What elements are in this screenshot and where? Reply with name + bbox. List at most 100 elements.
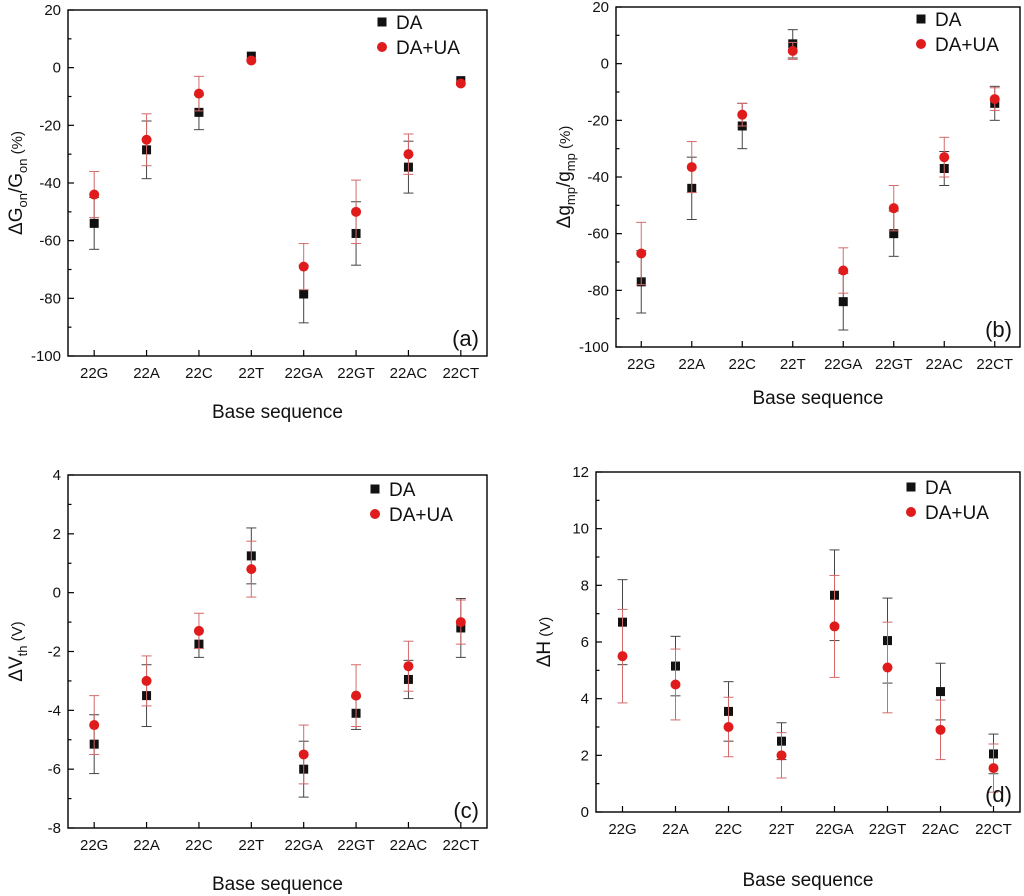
y-tick-label: 6 xyxy=(581,634,589,651)
y-tick-label: -20 xyxy=(587,112,609,129)
data-point xyxy=(351,206,362,217)
data-point xyxy=(787,45,798,56)
y-axis-title-sub1: mp xyxy=(563,187,578,205)
x-tick-label: 22C xyxy=(728,356,756,373)
data-point xyxy=(455,617,466,628)
y-tick-label: -60 xyxy=(39,233,61,250)
legend: DA DA+UA xyxy=(906,478,989,524)
y-axis-title: ΔGon/Gon (%) xyxy=(6,131,30,235)
data-point xyxy=(194,107,204,117)
data-point xyxy=(838,297,848,307)
y-tick-label: 2 xyxy=(53,526,61,543)
data-point xyxy=(193,625,204,636)
legend-label: DA+UA xyxy=(396,38,460,59)
y-tick-label: -40 xyxy=(587,169,609,186)
x-tick-label: 22GT xyxy=(337,837,375,854)
y-tick-label: 12 xyxy=(572,464,589,481)
y-tick-label: 0 xyxy=(53,585,61,602)
x-tick-label: 22AC xyxy=(922,821,960,838)
y-tick-label: -20 xyxy=(39,117,61,134)
data-point xyxy=(723,722,734,732)
y-axis-title-sub1: on xyxy=(15,193,30,207)
x-tick-label: 22A xyxy=(662,821,689,838)
series-da-ua xyxy=(89,55,466,291)
x-axis-title: Base sequence xyxy=(743,870,874,891)
series-da-ua xyxy=(89,540,466,785)
y-axis-title-delta: ΔH xyxy=(534,641,555,667)
x-tick-label: 22G xyxy=(80,837,108,854)
data-point xyxy=(89,720,100,731)
chart-panel-b: -100 -80 -60 -40 -20 0 20 22G 22A 22C 22T 22GA 22GT 2… xyxy=(554,0,1021,409)
y-tick-label: 8 xyxy=(581,577,589,594)
y-tick-label: 0 xyxy=(53,60,61,77)
y-tick-label: -100 xyxy=(579,339,609,356)
data-point xyxy=(939,152,950,163)
x-tick-label: 22AC xyxy=(390,837,428,854)
x-tick-label: 22GA xyxy=(285,837,323,854)
x-tick-label: 22GT xyxy=(875,356,913,373)
y-tick-label: 0 xyxy=(601,56,609,73)
legend-label: DA+UA xyxy=(935,35,999,56)
data-point xyxy=(829,621,840,632)
y-axis-title-delta: Δg xyxy=(554,205,575,228)
y-tick-label: -100 xyxy=(31,348,61,365)
data-point xyxy=(246,55,257,66)
legend-label: DA xyxy=(935,10,962,31)
x-tick-label: 22G xyxy=(627,356,655,373)
y-axis-title-unit: (V) xyxy=(9,621,26,645)
x-tick-label: 22GT xyxy=(337,365,375,382)
data-point xyxy=(888,203,899,214)
data-point xyxy=(298,749,309,760)
x-tick-label: 22GA xyxy=(815,821,853,838)
y-axis-title-sub2: on xyxy=(15,159,30,173)
x-tick-label: 22GA xyxy=(285,365,323,382)
legend: DA DA+UA xyxy=(377,13,460,59)
panel-label: (a) xyxy=(452,326,479,351)
y-tick-label: -4 xyxy=(48,702,61,719)
y-tick-label: -6 xyxy=(48,761,61,778)
data-point xyxy=(776,750,787,761)
y-axis-title-sub2: mp xyxy=(563,153,578,171)
x-tick-label: 22CT xyxy=(442,365,479,382)
x-tick-label: 22CT xyxy=(442,837,479,854)
data-point xyxy=(670,679,681,690)
data-point xyxy=(838,265,849,276)
series-da-ua xyxy=(636,41,1000,294)
y-axis-title-delta: ΔV xyxy=(6,656,27,682)
data-point xyxy=(936,687,945,697)
x-tick-label: 22C xyxy=(185,837,213,854)
data-point xyxy=(141,134,152,145)
x-tick-label: 22A xyxy=(678,356,705,373)
x-axis-title: Base sequence xyxy=(753,388,884,409)
data-point xyxy=(636,248,647,259)
legend-label: DA xyxy=(925,478,952,499)
data-point xyxy=(737,109,748,120)
y-tick-label: 2 xyxy=(581,747,589,764)
chart-panel-d: 0 2 4 6 8 10 12 22G 22A 22C 22T 22GA 22GT 22AC 22CT Bas… xyxy=(534,464,1021,891)
x-tick-label: 22AC xyxy=(925,356,963,373)
panel-label: (c) xyxy=(453,798,479,823)
legend-marker-square xyxy=(906,482,916,492)
legend: DA DA+UA xyxy=(370,480,453,526)
legend: DA DA+UA xyxy=(916,10,999,56)
data-point xyxy=(246,564,257,575)
chart-panel-c: -8 -6 -4 -2 0 2 4 22G 22A 22C 22T 22GA 22GT 22AC 22CT B… xyxy=(6,467,488,895)
legend-label: DA+UA xyxy=(925,503,989,524)
legend-marker-square xyxy=(377,17,387,27)
y-tick-label: 20 xyxy=(44,2,61,19)
legend-marker-square xyxy=(370,484,380,494)
legend-label: DA xyxy=(396,13,423,34)
x-axis-title: Base sequence xyxy=(212,874,343,895)
data-point xyxy=(193,88,204,99)
y-tick-label: -40 xyxy=(39,175,61,192)
x-tick-label: 22GT xyxy=(869,821,907,838)
x-tick-label: 22A xyxy=(133,837,160,854)
y-axis-title-sub1: th xyxy=(15,645,30,656)
data-point xyxy=(889,229,899,239)
y-tick-label: -8 xyxy=(48,820,61,837)
legend-marker-circle xyxy=(916,39,926,49)
legend-marker-circle xyxy=(377,42,387,52)
y-axis-title: ΔH (V) xyxy=(534,617,555,668)
x-axis-title: Base sequence xyxy=(212,402,343,423)
